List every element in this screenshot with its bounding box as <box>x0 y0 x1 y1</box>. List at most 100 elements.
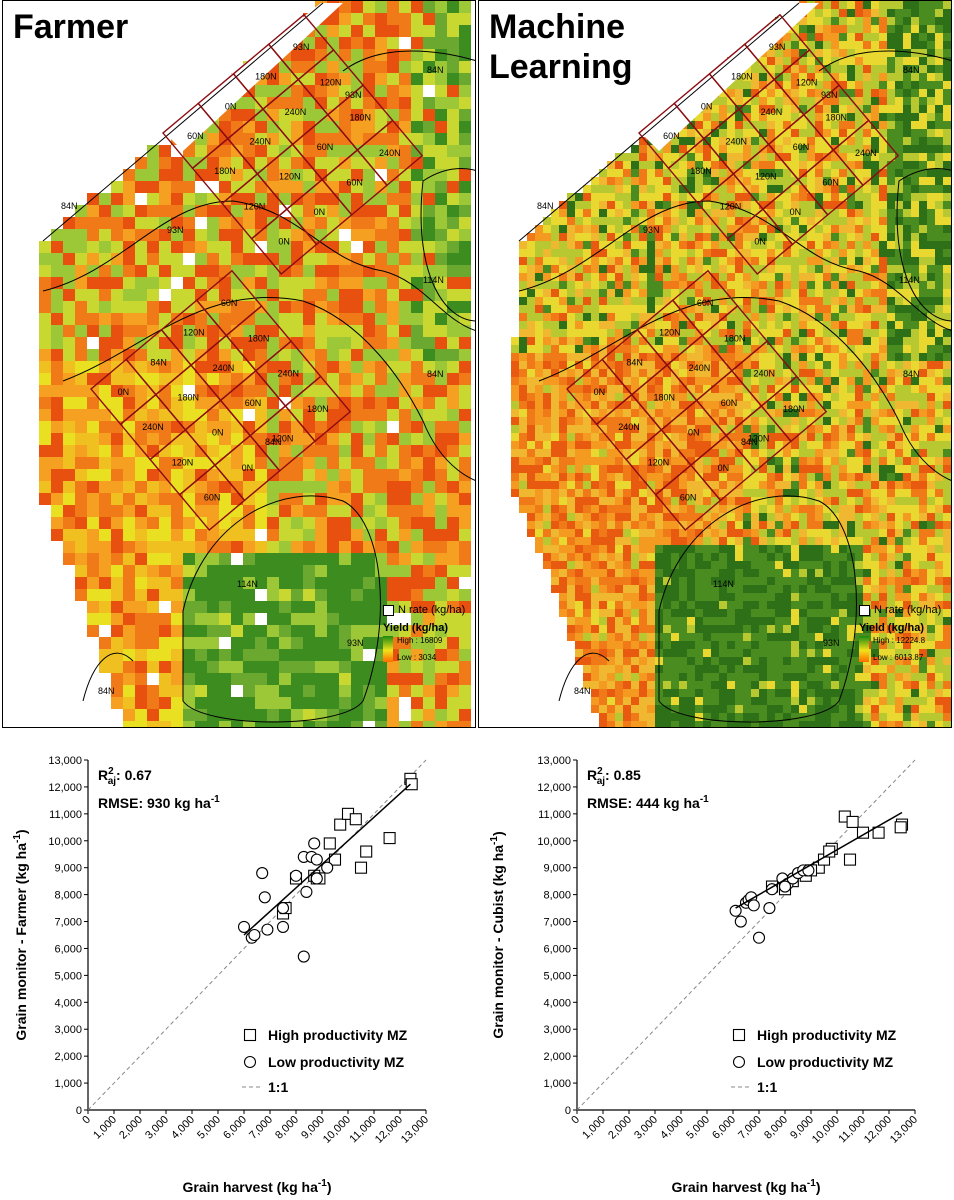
legend-square-icon <box>732 1028 746 1042</box>
x-tick-label: 8,000 <box>273 1114 301 1142</box>
low-mz-point <box>321 861 334 874</box>
farmer-map-title: Farmer <box>13 8 129 46</box>
yield-color-ramp <box>859 636 869 662</box>
zone-label: 84N <box>265 437 282 447</box>
trial-plot-label: 60N <box>663 131 680 141</box>
x-tick-label: 12,000 <box>862 1114 894 1146</box>
low-mz-point <box>310 872 323 885</box>
zone-label: 114N <box>237 579 258 589</box>
y-tick-label: 7,000 <box>54 917 82 929</box>
upper-trial-grid: 60N 0N 180N 93N 180N 240N 240N 120N 120N 120N 60N 1… <box>638 13 900 275</box>
x-tick-label: 6,000 <box>710 1114 738 1142</box>
x-axis-title: Grain harvest (kg ha-1) <box>672 1178 821 1195</box>
trial-plot-label: 60N <box>221 298 238 308</box>
high-mz-point <box>354 861 368 874</box>
x-tick-label: 1,000 <box>580 1114 608 1142</box>
trial-plot-label: 120N <box>320 77 342 87</box>
nrate-legend-label: N rate (kg/ha) <box>398 604 466 616</box>
trial-plot-label: 0N <box>212 428 224 438</box>
y-tick-label: 13,000 <box>537 755 571 767</box>
zone-label: 114N <box>423 275 444 285</box>
y-tick-label: 4,000 <box>54 997 82 1009</box>
y-tick-label: 4,000 <box>543 997 571 1009</box>
y-tick-label: 9,000 <box>543 863 571 875</box>
x-tick-label: 10,000 <box>321 1114 353 1146</box>
trial-plot-label: 0N <box>594 387 606 397</box>
y-tick-label: 3,000 <box>543 1024 571 1036</box>
y-tick-label: 1,000 <box>54 1078 82 1090</box>
field-boundary <box>42 2 324 242</box>
yield-color-ramp <box>383 636 393 662</box>
zone-label: 84N <box>903 65 920 75</box>
trial-plot-label: 93N <box>769 42 786 52</box>
x-tick-label: 5,000 <box>684 1114 712 1142</box>
zone-label: 84N <box>427 369 444 379</box>
trial-plot-label: 120N <box>720 201 742 211</box>
ml-yield-map: 84N 93N 84N 93N 114N 84N 84N 114N 93N 84N 60N 0N 180… <box>511 1 951 727</box>
yield-low-label: Low : 3034 <box>397 653 437 662</box>
high-mz-point <box>894 821 907 834</box>
ml-map-panel: 84N 93N 84N 93N 114N 84N 84N 114N 93N 84N 60N 0N 180… <box>478 0 952 728</box>
trial-plot-label: 0N <box>225 101 237 111</box>
zone-label: 84N <box>574 686 591 696</box>
trial-plot-label: 0N <box>242 463 254 473</box>
zone-label: 93N <box>347 638 364 648</box>
y-tick-label: 1,000 <box>543 1078 571 1090</box>
zone-label: 84N <box>427 65 444 75</box>
trial-plot-label: 60N <box>680 493 697 503</box>
high-mz-point <box>846 815 859 828</box>
trial-plot-label: 180N <box>248 333 270 343</box>
yield-raster <box>39 1 471 727</box>
y-tick-label: 0 <box>76 1105 82 1117</box>
nrate-swatch-icon <box>859 604 870 616</box>
r2-stat: R2 aj: 0.67 <box>98 766 152 787</box>
farmer-map-legend: N rate (kg/ha) Yield (kg/ha) High : 1680… <box>383 604 465 662</box>
x-tick-label: 0 <box>80 1114 93 1127</box>
high-mz-point <box>872 826 885 839</box>
low-mz-point <box>729 904 742 917</box>
trial-plot-label: 0N <box>118 387 130 397</box>
x-tick-label: 4,000 <box>169 1114 197 1142</box>
legend-high-label: High productivity MZ <box>757 1027 897 1043</box>
y-tick-label: 2,000 <box>543 1051 571 1063</box>
regression-fit-line <box>243 783 411 936</box>
trial-plot-label: 120N <box>748 433 770 443</box>
low-mz-point <box>734 915 747 928</box>
x-tick-label: 2,000 <box>606 1114 634 1142</box>
legend-circle-icon <box>243 1055 257 1069</box>
trial-plot <box>760 375 828 443</box>
trial-plot-label: 0N <box>718 463 730 473</box>
trial-plot-label: 93N <box>293 42 310 52</box>
trial-plot-label: 60N <box>187 131 204 141</box>
high-mz-point <box>405 778 418 791</box>
regression-fit-line <box>735 811 903 909</box>
zone-label: 93N <box>167 225 184 235</box>
zone-label: 93N <box>821 90 838 100</box>
x-tick-label: 1,000 <box>91 1114 119 1142</box>
trial-plot-label: 180N <box>731 72 753 82</box>
rmse-stat: RMSE: 444 kg ha-1 <box>587 794 709 811</box>
zone-label: 93N <box>643 225 660 235</box>
low-mz-point <box>248 928 261 942</box>
y-tick-label: 5,000 <box>54 970 82 982</box>
zone-label: 114N <box>713 579 734 589</box>
y-tick-label: 0 <box>565 1105 571 1117</box>
trial-plot-label: 60N <box>721 398 738 408</box>
trial-plot-label: 180N <box>349 113 371 123</box>
zone-label: 84N <box>903 369 920 379</box>
trial-plot-label: 120N <box>244 201 266 211</box>
trial-plot-label: 120N <box>755 172 777 182</box>
high-mz-point <box>843 853 857 866</box>
y-tick-label: 8,000 <box>54 890 82 902</box>
ml-map-legend: N rate (kg/ha) Yield (kg/ha) High : 1222… <box>859 604 941 662</box>
trial-plot-label: 180N <box>177 393 199 403</box>
trial-plot-label: 120N <box>648 457 670 467</box>
trial-plot-label: 240N <box>379 148 401 158</box>
low-mz-point <box>300 885 313 898</box>
nrate-legend-label: N rate (kg/ha) <box>874 604 942 616</box>
x-tick-label: 5,000 <box>195 1114 223 1142</box>
trial-plot-label: 240N <box>213 363 235 373</box>
zone-label: 84N <box>537 201 554 211</box>
x-tick-label: 12,000 <box>373 1114 405 1146</box>
high-mz-point <box>360 845 373 858</box>
